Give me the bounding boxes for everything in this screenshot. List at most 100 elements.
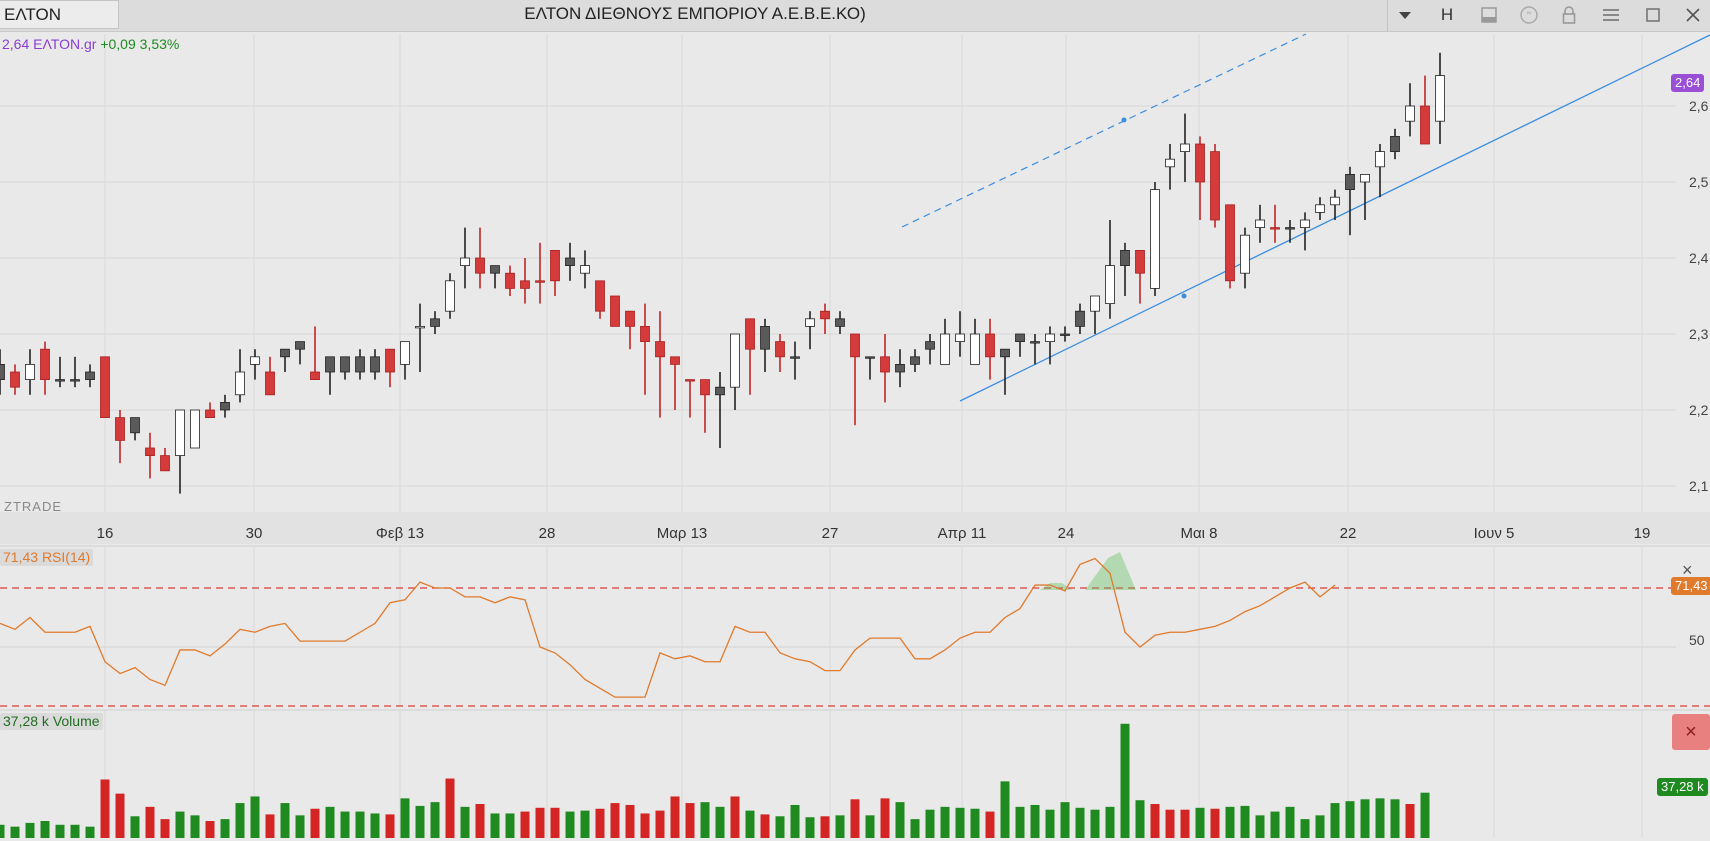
legend-price: 2,64 — [2, 36, 30, 52]
panel-icon[interactable] — [1474, 2, 1504, 28]
candle-body — [70, 379, 80, 382]
volume-bar — [295, 815, 305, 838]
volume-bar — [1210, 808, 1220, 838]
volume-bar — [625, 804, 635, 838]
volume-bar — [835, 815, 845, 838]
candle-body — [340, 356, 350, 373]
candle-body — [55, 379, 65, 382]
volume-bar — [1225, 806, 1235, 838]
volume-bar — [415, 805, 425, 838]
candle-body — [820, 310, 830, 320]
volume-bar — [595, 808, 605, 838]
candle-body — [790, 356, 800, 359]
volume-bar — [1240, 805, 1250, 838]
candle-body — [385, 348, 395, 373]
candle-body — [250, 356, 260, 365]
candle-body — [520, 280, 530, 289]
symbol-input[interactable]: ΕΛΤΟΝ — [0, 0, 119, 29]
volume-bar — [220, 819, 230, 838]
volume-bar — [355, 811, 365, 838]
close-icon[interactable]: × — [1672, 714, 1710, 750]
h-button[interactable]: H — [1440, 5, 1454, 24]
candle-body — [1390, 135, 1400, 152]
candle-body — [205, 409, 215, 418]
volume-bar — [505, 813, 515, 838]
volume-bar — [265, 814, 275, 838]
volume-bar — [175, 811, 185, 838]
volume-bar — [1195, 807, 1205, 838]
volume-bar — [715, 806, 725, 838]
candle-body — [1045, 333, 1055, 342]
rsi-y-tick: 50 — [1689, 632, 1705, 648]
candle-body — [1420, 105, 1430, 145]
x-tick-label: Απρ 11 — [938, 525, 987, 542]
candle-body — [400, 341, 410, 365]
candle-body — [430, 318, 440, 327]
volume-bar — [460, 806, 470, 838]
candle-body — [1135, 249, 1145, 274]
volume-bar — [40, 821, 50, 838]
rsi-line — [0, 557, 1336, 698]
candle-body — [655, 341, 665, 358]
volume-bar — [520, 811, 530, 838]
watermark: ZTRADE — [4, 499, 62, 514]
close-icon[interactable]: × — [1682, 560, 1693, 580]
lock-icon[interactable] — [1554, 2, 1584, 28]
volume-bar — [1060, 802, 1070, 838]
menu-icon[interactable] — [1596, 2, 1626, 28]
chevron-down-icon[interactable] — [1390, 2, 1420, 28]
candle-body — [1405, 105, 1415, 122]
candle-body — [175, 409, 185, 456]
y-tick-label: 2,6 — [1689, 98, 1709, 114]
volume-bar — [385, 814, 395, 838]
candle-body — [1000, 348, 1010, 358]
candle-body — [955, 333, 965, 342]
volume-bar — [1315, 815, 1325, 838]
volume-bar — [100, 779, 110, 838]
candle-body — [835, 318, 845, 327]
volume-bar — [910, 819, 920, 838]
volume-bar — [1255, 815, 1265, 838]
volume-bar — [1150, 804, 1160, 838]
candle-body — [1015, 333, 1025, 342]
candle-body — [580, 265, 590, 274]
x-tick-label: Μαι 8 — [1180, 525, 1217, 542]
volume-bar — [190, 815, 200, 838]
maximize-icon[interactable] — [1638, 2, 1668, 28]
x-tick-label: Φεβ 13 — [376, 525, 424, 542]
candle-body — [1315, 204, 1325, 213]
candle-body — [865, 356, 875, 359]
volume-bar — [685, 803, 695, 838]
volume-bar — [1105, 806, 1115, 838]
volume-bar — [490, 813, 500, 838]
y-tick-label: 2,1 — [1689, 478, 1709, 494]
candlestick-series — [0, 52, 1445, 494]
volume-bar — [70, 824, 80, 838]
candle-body — [895, 363, 905, 373]
close-icon[interactable] — [1678, 2, 1708, 28]
volume-bar — [85, 826, 95, 838]
volume-bar — [805, 817, 815, 838]
volume-bar — [655, 810, 665, 838]
candle-body — [415, 325, 425, 329]
rsi-legend: 71,43 RSI(14) — [0, 549, 94, 566]
volume-series — [0, 723, 1430, 838]
candle-body — [1075, 310, 1085, 327]
candle-body — [160, 455, 170, 472]
quote-icon[interactable]: " — [1514, 2, 1544, 28]
candle-body — [190, 409, 200, 449]
volume-bar — [640, 813, 650, 838]
candle-body — [1060, 333, 1070, 336]
volume-bar — [865, 815, 875, 838]
candle-body — [940, 333, 950, 365]
legend-change: +0,09 3,53% — [100, 36, 180, 52]
candle-body — [295, 341, 305, 350]
candle-body — [775, 341, 785, 358]
volume-bar — [1420, 792, 1430, 838]
candle-body — [685, 379, 695, 382]
candle-body — [280, 348, 290, 358]
volume-bar — [925, 809, 935, 838]
volume-bar — [55, 824, 65, 838]
candle-body — [1105, 265, 1115, 305]
